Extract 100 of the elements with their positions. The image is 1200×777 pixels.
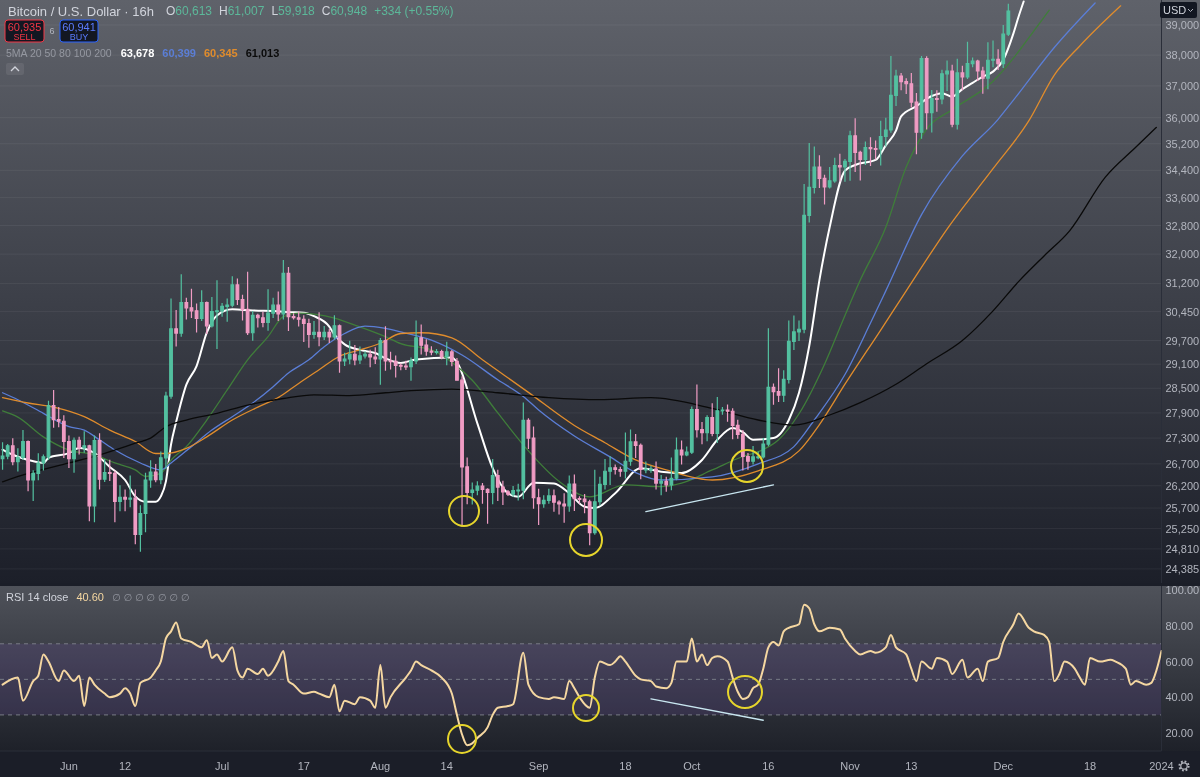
x-tick-label: 12 (118, 760, 132, 772)
candlestick (526, 418, 531, 449)
annotation: +334 (+0.55%) (374, 4, 454, 18)
candlestick (419, 324, 424, 355)
y-tick-label: 100.00 (1165, 584, 1200, 597)
candlestick (204, 301, 209, 335)
y-tick-label: 20.00 (1165, 726, 1194, 739)
y-tick-label: 35,200 (1165, 137, 1200, 150)
candlestick (623, 432, 628, 479)
annotation: 60,941 (62, 20, 96, 33)
annotation: ∅ ∅ ∅ ∅ ∅ ∅ ∅ (111, 591, 190, 603)
candlestick (705, 415, 710, 442)
candlestick (669, 457, 674, 491)
candlestick (439, 349, 444, 360)
candlestick (77, 436, 82, 455)
candlestick (199, 290, 204, 322)
candlestick (82, 431, 87, 453)
candlestick (970, 57, 975, 68)
candlestick (322, 325, 327, 340)
candlestick (102, 458, 107, 482)
y-tick-label: 60.00 (1165, 655, 1194, 668)
y-tick-label: 39,000 (1165, 18, 1200, 31)
candlestick (776, 368, 781, 402)
candlestick (817, 155, 822, 188)
y-tick-label: 33,600 (1165, 191, 1200, 204)
x-tick-label: Sep (528, 760, 549, 772)
y-tick-label: 27,300 (1165, 432, 1200, 445)
candlestick (352, 344, 357, 366)
x-tick-label: 14 (440, 760, 453, 772)
candlestick (118, 485, 122, 512)
candlestick (654, 461, 658, 490)
candlestick (725, 404, 730, 422)
line-series (1, 126, 1158, 483)
candlestick (368, 349, 373, 368)
candlestick (10, 438, 15, 466)
x-tick-label: Jul (215, 760, 230, 772)
y-tick-label: 25,700 (1165, 502, 1200, 515)
y-tick-label: 24,810 (1165, 542, 1200, 555)
annotation: L59,918 (271, 4, 316, 18)
candlestick (179, 274, 184, 337)
candlestick (950, 64, 955, 128)
annotation: 6 (49, 26, 55, 36)
candlestick (613, 464, 618, 475)
candlestick (444, 341, 449, 366)
candlestick (189, 288, 194, 318)
candlestick (174, 309, 179, 347)
candlestick (332, 315, 337, 340)
x-tick-label: 16 (762, 760, 775, 772)
candlestick (97, 433, 102, 490)
candlestick (924, 56, 929, 130)
annotation: BUY (69, 31, 89, 42)
candlestick (485, 488, 490, 524)
y-tick-label: 36,000 (1165, 111, 1200, 124)
candlestick (87, 444, 92, 522)
y-tick-label: 32,000 (1165, 248, 1200, 261)
x-tick-label: Oct (683, 760, 701, 772)
candlestick (317, 312, 321, 347)
candlestick (715, 397, 720, 443)
y-tick-label: 29,700 (1165, 334, 1200, 347)
candlestick (572, 474, 577, 511)
y-tick-label: 37,000 (1165, 79, 1200, 92)
candlestick (536, 488, 541, 525)
candlestick (235, 278, 240, 306)
candlestick (873, 140, 878, 160)
x-tick-label: 18 (1083, 760, 1097, 772)
candlestick (664, 476, 669, 492)
candlestick (689, 406, 694, 455)
y-tick-label: 24,385 (1165, 562, 1200, 575)
candlestick (771, 383, 776, 405)
candlestick (490, 458, 495, 505)
candlestick (347, 340, 352, 365)
annotation: 60,399 (162, 47, 196, 59)
candlestick (250, 311, 255, 341)
annotation: C60,948 (321, 4, 368, 18)
candlestick (72, 437, 76, 473)
candlestick (194, 303, 199, 333)
x-tick-label: 18 (619, 760, 632, 772)
candlestick (403, 360, 408, 370)
candlestick (837, 153, 842, 182)
candlestick (628, 429, 633, 466)
y-tick-label: 40.00 (1165, 691, 1194, 704)
annotation: 63,678 (120, 47, 155, 59)
candlestick (383, 326, 388, 371)
candlestick (240, 294, 245, 321)
candlestick (751, 446, 755, 465)
y-tick-label: 29,100 (1165, 358, 1200, 371)
candlestick (679, 440, 684, 465)
candlestick (26, 440, 30, 492)
x-tick-label: Aug (370, 760, 391, 772)
candlestick (306, 318, 311, 348)
candlestick (929, 90, 934, 133)
annotation: 60,935 (7, 20, 42, 33)
candlestick (710, 403, 715, 437)
candlestick (863, 141, 868, 165)
candlestick (327, 328, 332, 344)
annotation: SELL (13, 31, 36, 42)
candlestick (480, 482, 485, 504)
annotation: 5MA 20 50 80 100 200 (6, 47, 112, 59)
candlestick (996, 49, 1001, 71)
candlestick (133, 489, 138, 545)
